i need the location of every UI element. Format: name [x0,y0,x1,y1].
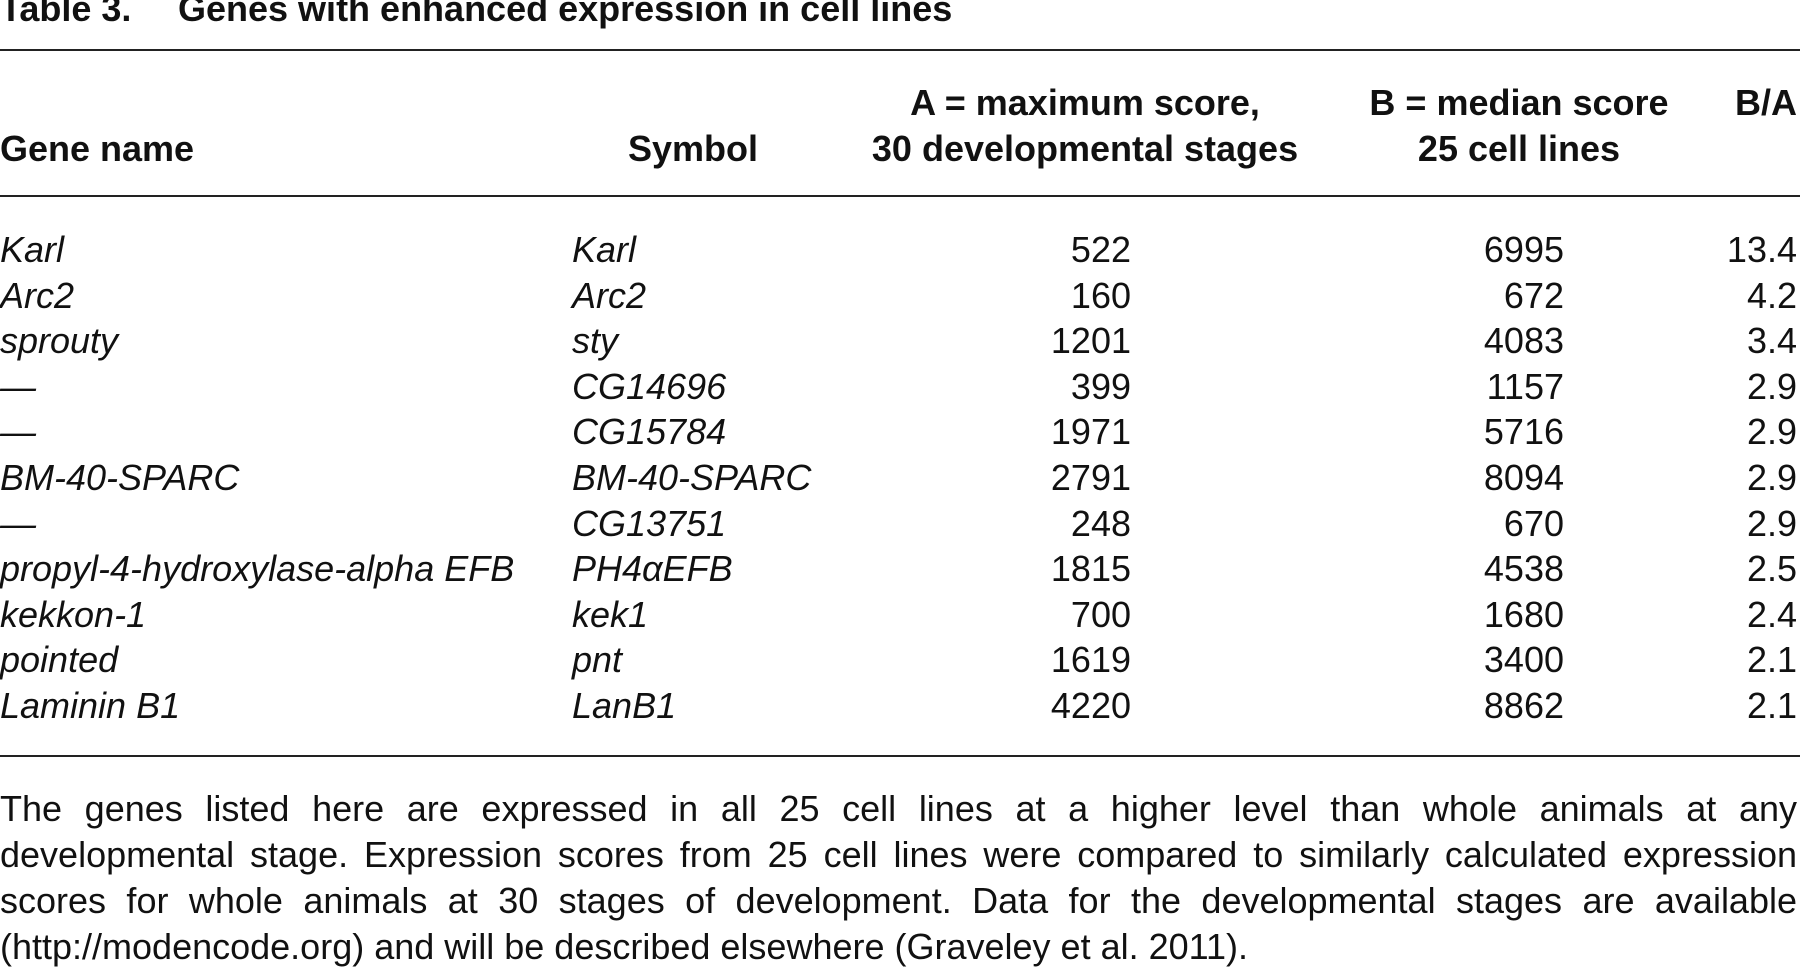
table-cell: 8862 [1483,685,1564,726]
table-cell: pnt [572,639,623,681]
table-cell: CG13751 [572,502,727,544]
column-header: B = median score 25 cell lines [1369,82,1669,169]
table-cell: 8094 [1483,457,1564,498]
table-cell: LanB1 [572,685,677,726]
table-cell: 2.1 [1746,639,1797,681]
table-cell: 4538 [1483,548,1564,590]
header-rule [0,195,1800,197]
column-header: Symbol [627,128,758,169]
table-cell: 3400 [1483,639,1564,681]
table-cell: 1619 [1050,639,1131,681]
table-cell: sprouty [0,320,119,362]
table-cell: 2.9 [1746,502,1797,544]
table-cell: 248 [1070,502,1131,544]
table-cell: propyl-4-hydroxylase-alpha EFB [0,548,515,590]
footnote: The genes listed here are expressed in a… [0,788,1797,967]
table-cell: pointed [0,639,119,681]
table-cell: 2.4 [1746,593,1797,635]
table-cell: 700 [1070,593,1131,635]
table-cell: 2.1 [1746,685,1797,726]
table-cell: 1680 [1483,593,1564,635]
table-cell: 4.2 [1746,274,1797,316]
table-cell: 1157 [1486,365,1564,407]
table-cell: CG14696 [572,365,727,407]
table-cell: 5716 [1483,411,1564,453]
table-label: Table 3. [0,0,132,29]
table-cell: 2.9 [1746,457,1797,498]
column-header: B/A [1735,82,1797,123]
table-cell: — [0,411,36,453]
table-cell: — [0,502,36,544]
table-cell: 1971 [1050,411,1131,453]
column-header: Gene name [0,128,195,169]
table-cell: Laminin B1 [0,685,181,726]
table-cell: 2.9 [1746,411,1797,453]
table-cell: BM-40-SPARC [0,457,240,498]
table-cell: 13.4 [1726,229,1797,270]
table-cell: 6995 [1483,229,1564,270]
table-cell: 160 [1070,274,1131,316]
table-cell: Arc2 [0,274,75,316]
table-cell: 4220 [1050,685,1131,726]
table-cell: 3.4 [1746,320,1797,362]
table-cell: — [0,365,36,407]
table-cell: sty [572,320,619,362]
column-header: A = maximum score, 30 developmental stag… [871,82,1299,169]
table-cell: kek1 [572,593,649,635]
table-cell: BM-40-SPARC [572,457,812,498]
top-rule [0,49,1800,51]
table-cell: PH4αEFB [572,548,733,590]
table-cell: 2791 [1050,457,1131,498]
table-cell: 399 [1070,365,1131,407]
table-cell: Karl [572,229,637,270]
table-cell: Arc2 [572,274,647,316]
table-cell: 2.9 [1746,365,1797,407]
table-title: Genes with enhanced expression in cell l… [178,0,953,29]
table-cell: 522 [1070,229,1131,270]
table-cell: 670 [1503,502,1564,544]
table-cell: CG15784 [572,411,727,453]
bottom-rule [0,755,1800,757]
table-cell: 4083 [1483,320,1564,362]
table-cell: 672 [1503,274,1564,316]
table-cell: 1201 [1050,320,1131,362]
table-cell: 2.5 [1746,548,1797,590]
table-cell: kekkon-1 [0,593,147,635]
table-cell: Karl [0,229,65,270]
table-cell: 1815 [1050,548,1131,590]
